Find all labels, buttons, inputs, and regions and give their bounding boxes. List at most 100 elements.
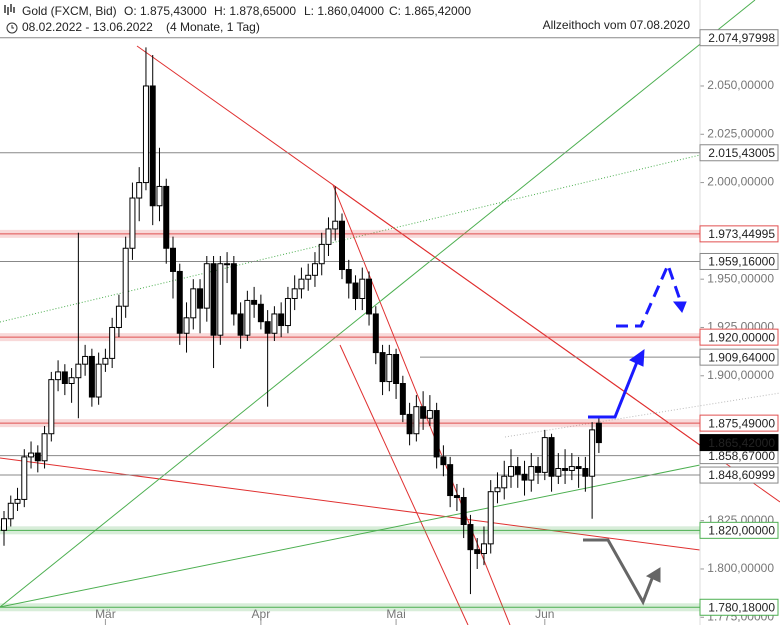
ohlc-low: L: 1.860,04000 [304,4,384,18]
candle-body [345,269,352,284]
level-label: 1.909,64000 [708,350,775,364]
candle-body [399,383,406,415]
candle-body [55,371,62,381]
candle-body [244,299,251,336]
candle-body [528,466,535,481]
trend-line [0,457,701,551]
candle-body [508,466,514,477]
clock-icon [6,22,18,34]
instrument: Gold (FXCM, Bid) [22,4,117,18]
y-tick-label: 1.800,00000 [707,561,774,575]
candle-body [453,495,460,498]
level-label: 1.780,18000 [708,600,775,614]
candle-body [142,85,149,184]
ohlc-close: C: 1.865,42000 [389,4,471,18]
level-label: 2.015,43005 [708,146,775,160]
candle-body [14,498,21,504]
candle-body [325,228,332,245]
candle-body [1,518,7,531]
candle-body [433,410,440,458]
candle-body [68,377,75,385]
candle-body [548,437,555,477]
candles: Mär Apr Mai Jun [1,47,602,625]
candle-body [136,182,143,199]
candle-body [237,313,244,336]
header-bg [0,0,480,36]
candle-body [379,352,386,383]
level-label-box [699,466,779,484]
candle-body [494,487,501,493]
candle-body [230,263,237,315]
header-icon [4,4,15,15]
y-tick-label: 2.000,00000 [707,175,774,189]
candle-body [183,317,190,334]
trend-line [0,154,701,323]
candle-body [122,247,129,307]
candle-body [352,282,359,299]
candle-body [582,468,589,477]
candle-body [474,549,481,555]
candle-body [129,197,136,249]
candle-body [460,496,467,526]
x-tick-label: Mär [95,607,116,621]
level-label: 1.973,44995 [708,227,775,241]
candle-body [589,429,596,477]
candle-body [291,288,298,299]
x-tick-label: Jun [535,607,554,621]
candle-body [311,263,318,276]
trend-line [339,344,469,625]
arrow [583,538,655,606]
candle-body [298,278,305,290]
candle-body [595,422,602,444]
candle-body [501,475,508,489]
candle-body [562,468,569,471]
candle-body [203,263,210,309]
candle-body [75,363,82,379]
trend-line [0,464,701,608]
candle-body [176,270,183,334]
candle-body [210,263,217,336]
candle-body [28,452,35,458]
candle-body [447,464,454,497]
ohlc-high: H: 1.878,65000 [214,4,296,18]
level-label: 1.875,49000 [708,416,775,430]
candle-body [487,491,494,545]
candle-body [82,355,89,365]
candle-body [7,502,14,520]
candle-body [102,357,109,365]
candle-body [271,313,278,334]
level-label-box [699,328,779,346]
arrow [588,361,639,419]
level-label: 1.848,60999 [708,468,775,482]
candle-body [41,433,48,462]
candle-body [251,299,258,305]
note: Allzeithoch vom 07.08.2020 [543,18,691,32]
level-label-box [699,414,779,432]
candle-body [426,410,433,419]
level-label: 1.858,67000 [708,449,775,463]
y-tick-label: 1.950,00000 [707,271,774,285]
candle-body [386,354,393,383]
candle-body [535,466,542,473]
candle-body [61,371,68,385]
candle-body [34,452,41,462]
candle-body [514,466,521,475]
level-label-box [699,144,779,162]
candle-body [48,379,55,435]
level-label: 1.959,16000 [708,255,775,269]
level-label-box [699,598,779,616]
candle-body [521,473,528,481]
y-tick-label: 2.025,00000 [707,126,774,140]
candle-body [163,185,170,249]
trend-line [332,184,511,625]
arrows [583,260,687,606]
arrowhead [629,348,645,367]
candle-body [149,85,156,207]
levels [0,37,700,612]
candle-body [156,185,163,207]
candle-body [440,456,447,466]
x-tick-label: Mai [386,607,405,621]
